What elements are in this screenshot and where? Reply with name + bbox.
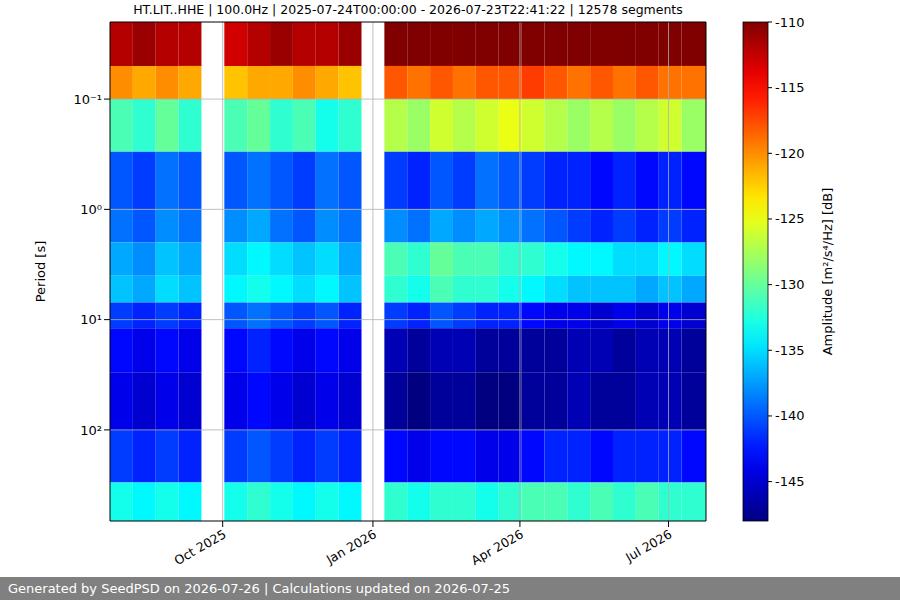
svg-text:-120: -120 xyxy=(775,146,805,161)
svg-text:-140: -140 xyxy=(775,408,805,423)
html-text:Generated by SeedPSD on 2026-0: Generated by SeedPSD on 2026-07-26 | Cal… xyxy=(8,581,510,596)
svg-text:Jul 2026: Jul 2026 xyxy=(622,526,674,565)
svg-text:Amplitude [m²/s⁴/Hz] [dB]: Amplitude [m²/s⁴/Hz] [dB] xyxy=(820,188,835,356)
svg-text:10⁰: 10⁰ xyxy=(80,202,102,217)
svg-text:Jan 2026: Jan 2026 xyxy=(323,526,379,567)
svg-text:10²: 10² xyxy=(80,423,102,438)
svg-text:10¹: 10¹ xyxy=(80,312,102,327)
svg-text:-115: -115 xyxy=(775,80,805,95)
svg-text:-135: -135 xyxy=(775,343,805,358)
svg-text:10⁻¹: 10⁻¹ xyxy=(73,92,102,107)
svg-text:Oct 2025: Oct 2025 xyxy=(171,526,228,568)
svg-text:Apr 2026: Apr 2026 xyxy=(469,526,526,568)
svg-text:-145: -145 xyxy=(775,474,805,489)
html-text:HT.LIT..HHE | 100.0Hz | 2025-0: HT.LIT..HHE | 100.0Hz | 2025-07-24T00:00… xyxy=(133,2,683,17)
svg-text:-130: -130 xyxy=(775,277,805,292)
svg-text:Period [s]: Period [s] xyxy=(33,241,48,303)
svg-text:-110: -110 xyxy=(775,15,805,30)
svg-text:-125: -125 xyxy=(775,211,805,226)
